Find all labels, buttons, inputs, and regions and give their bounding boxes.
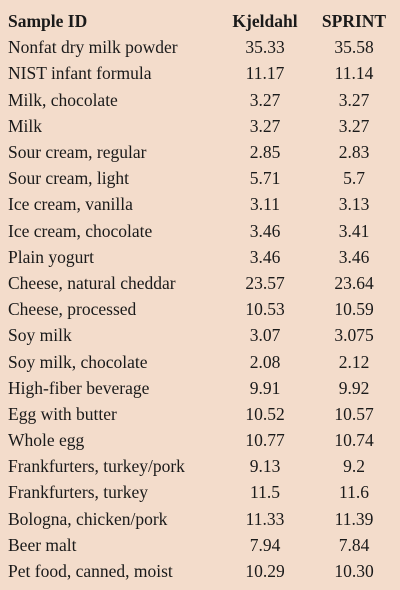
cell-sample-id: Plain yogurt [8, 246, 95, 267]
cell-kjeldahl: 10.52 [245, 403, 285, 424]
table-body: Nonfat dry milk powder 35.33 35.58 NIST inf… [0, 34, 400, 584]
cell-sample-id: Sour cream, regular [8, 142, 147, 163]
cell-sample-id: Nonfat dry milk powder [8, 37, 178, 58]
cell-sample-id: Soy milk, chocolate [8, 351, 148, 372]
cell-kjeldahl: 3.46 [249, 220, 281, 241]
cell-sample-id: Ice cream, chocolate [8, 220, 153, 241]
table-row: Milk 3.27 3.27 [0, 113, 400, 139]
cell-sample-id: Cheese, natural cheddar [8, 272, 176, 293]
cell-kjeldahl: 35.33 [245, 37, 285, 58]
cell-kjeldahl: 2.08 [249, 351, 281, 372]
cell-sprint: 3.075 [334, 325, 374, 346]
table-row: Whole egg 10.77 10.74 [0, 427, 400, 453]
table-row: Cheese, natural cheddar 23.57 23.64 [0, 270, 400, 296]
cell-sprint: 23.64 [334, 272, 374, 293]
cell-sample-id: Frankfurters, turkey [8, 482, 148, 503]
table-row: Pet food, canned, moist 10.29 10.30 [0, 558, 400, 584]
table-row: Egg with butter 10.52 10.57 [0, 401, 400, 427]
cell-sprint: 3.13 [338, 194, 370, 215]
cell-sample-id: Sour cream, light [8, 168, 130, 189]
cell-sprint: 10.57 [334, 403, 374, 424]
column-header-sample-id: Sample ID [8, 11, 88, 32]
column-header-kjeldahl: Kjeldahl [232, 11, 298, 32]
table-row: Frankfurters, turkey 11.5 11.6 [0, 479, 400, 505]
table-row: Milk, chocolate 3.27 3.27 [0, 87, 400, 113]
cell-sample-id: Milk, chocolate [8, 89, 118, 110]
cell-sample-id: Pet food, canned, moist [8, 561, 173, 582]
table-row: Nonfat dry milk powder 35.33 35.58 [0, 34, 400, 60]
cell-sprint: 9.92 [338, 377, 370, 398]
cell-sprint: 2.12 [338, 351, 370, 372]
cell-sprint: 9.2 [343, 456, 365, 477]
cell-kjeldahl: 10.77 [245, 430, 285, 451]
table-row: Sour cream, regular 2.85 2.83 [0, 139, 400, 165]
table-row: Soy milk 3.07 3.075 [0, 322, 400, 348]
cell-sample-id: Milk [8, 115, 43, 136]
cell-sprint: 10.59 [334, 299, 374, 320]
cell-sprint: 11.39 [334, 508, 374, 529]
cell-kjeldahl: 3.27 [249, 89, 281, 110]
table-row: Plain yogurt 3.46 3.46 [0, 244, 400, 270]
cell-kjeldahl: 11.17 [245, 63, 285, 84]
table-header-row: Sample ID Kjeldahl SPRINT [0, 8, 400, 34]
table-row: High-fiber beverage 9.91 9.92 [0, 375, 400, 401]
cell-sample-id: Whole egg [8, 430, 85, 451]
cell-sprint: 10.30 [334, 561, 374, 582]
cell-kjeldahl: 9.91 [249, 377, 281, 398]
column-header-sprint: SPRINT [321, 11, 387, 32]
table-row: Frankfurters, turkey/pork 9.13 9.2 [0, 453, 400, 479]
cell-kjeldahl: 9.13 [249, 456, 281, 477]
cell-kjeldahl: 11.33 [245, 508, 285, 529]
cell-kjeldahl: 5.71 [249, 168, 281, 189]
cell-sprint: 2.83 [338, 142, 370, 163]
cell-sprint: 3.46 [338, 246, 370, 267]
table-row: Cheese, processed 10.53 10.59 [0, 296, 400, 322]
table-row: NIST infant formula 11.17 11.14 [0, 60, 400, 86]
cell-sprint: 3.27 [338, 115, 370, 136]
cell-kjeldahl: 3.11 [250, 194, 280, 215]
protein-comparison-table: Sample ID Kjeldahl SPRINT Nonfat dry mil… [0, 8, 400, 584]
cell-sample-id: Beer malt [8, 534, 77, 555]
table-row: Ice cream, chocolate 3.46 3.41 [0, 218, 400, 244]
cell-sample-id: Cheese, processed [8, 299, 137, 320]
cell-kjeldahl: 10.53 [245, 299, 285, 320]
table-row: Soy milk, chocolate 2.08 2.12 [0, 348, 400, 374]
cell-kjeldahl: 7.94 [249, 534, 281, 555]
cell-sample-id: Soy milk [8, 325, 72, 346]
cell-sample-id: NIST infant formula [8, 63, 152, 84]
cell-sample-id: Bologna, chicken/pork [8, 508, 168, 529]
cell-sample-id: Frankfurters, turkey/pork [8, 456, 185, 477]
cell-sample-id: Egg with butter [8, 403, 117, 424]
cell-kjeldahl: 10.29 [245, 561, 285, 582]
cell-sprint: 5.7 [343, 168, 365, 189]
cell-sprint: 35.58 [334, 37, 374, 58]
cell-sprint: 7.84 [338, 534, 370, 555]
cell-kjeldahl: 3.07 [249, 325, 281, 346]
table-row: Beer malt 7.94 7.84 [0, 532, 400, 558]
cell-sprint: 11.6 [339, 482, 369, 503]
cell-kjeldahl: 11.5 [250, 482, 280, 503]
cell-sprint: 3.41 [338, 220, 370, 241]
cell-sample-id: High-fiber beverage [8, 377, 150, 398]
cell-kjeldahl: 23.57 [245, 272, 285, 293]
cell-sprint: 3.27 [338, 89, 370, 110]
cell-sprint: 10.74 [334, 430, 374, 451]
cell-sample-id: Ice cream, vanilla [8, 194, 133, 215]
cell-kjeldahl: 3.46 [249, 246, 281, 267]
table-row: Ice cream, vanilla 3.11 3.13 [0, 191, 400, 217]
table-row: Sour cream, light 5.71 5.7 [0, 165, 400, 191]
cell-kjeldahl: 3.27 [249, 115, 281, 136]
cell-kjeldahl: 2.85 [249, 142, 281, 163]
table-row: Bologna, chicken/pork 11.33 11.39 [0, 506, 400, 532]
cell-sprint: 11.14 [334, 63, 374, 84]
